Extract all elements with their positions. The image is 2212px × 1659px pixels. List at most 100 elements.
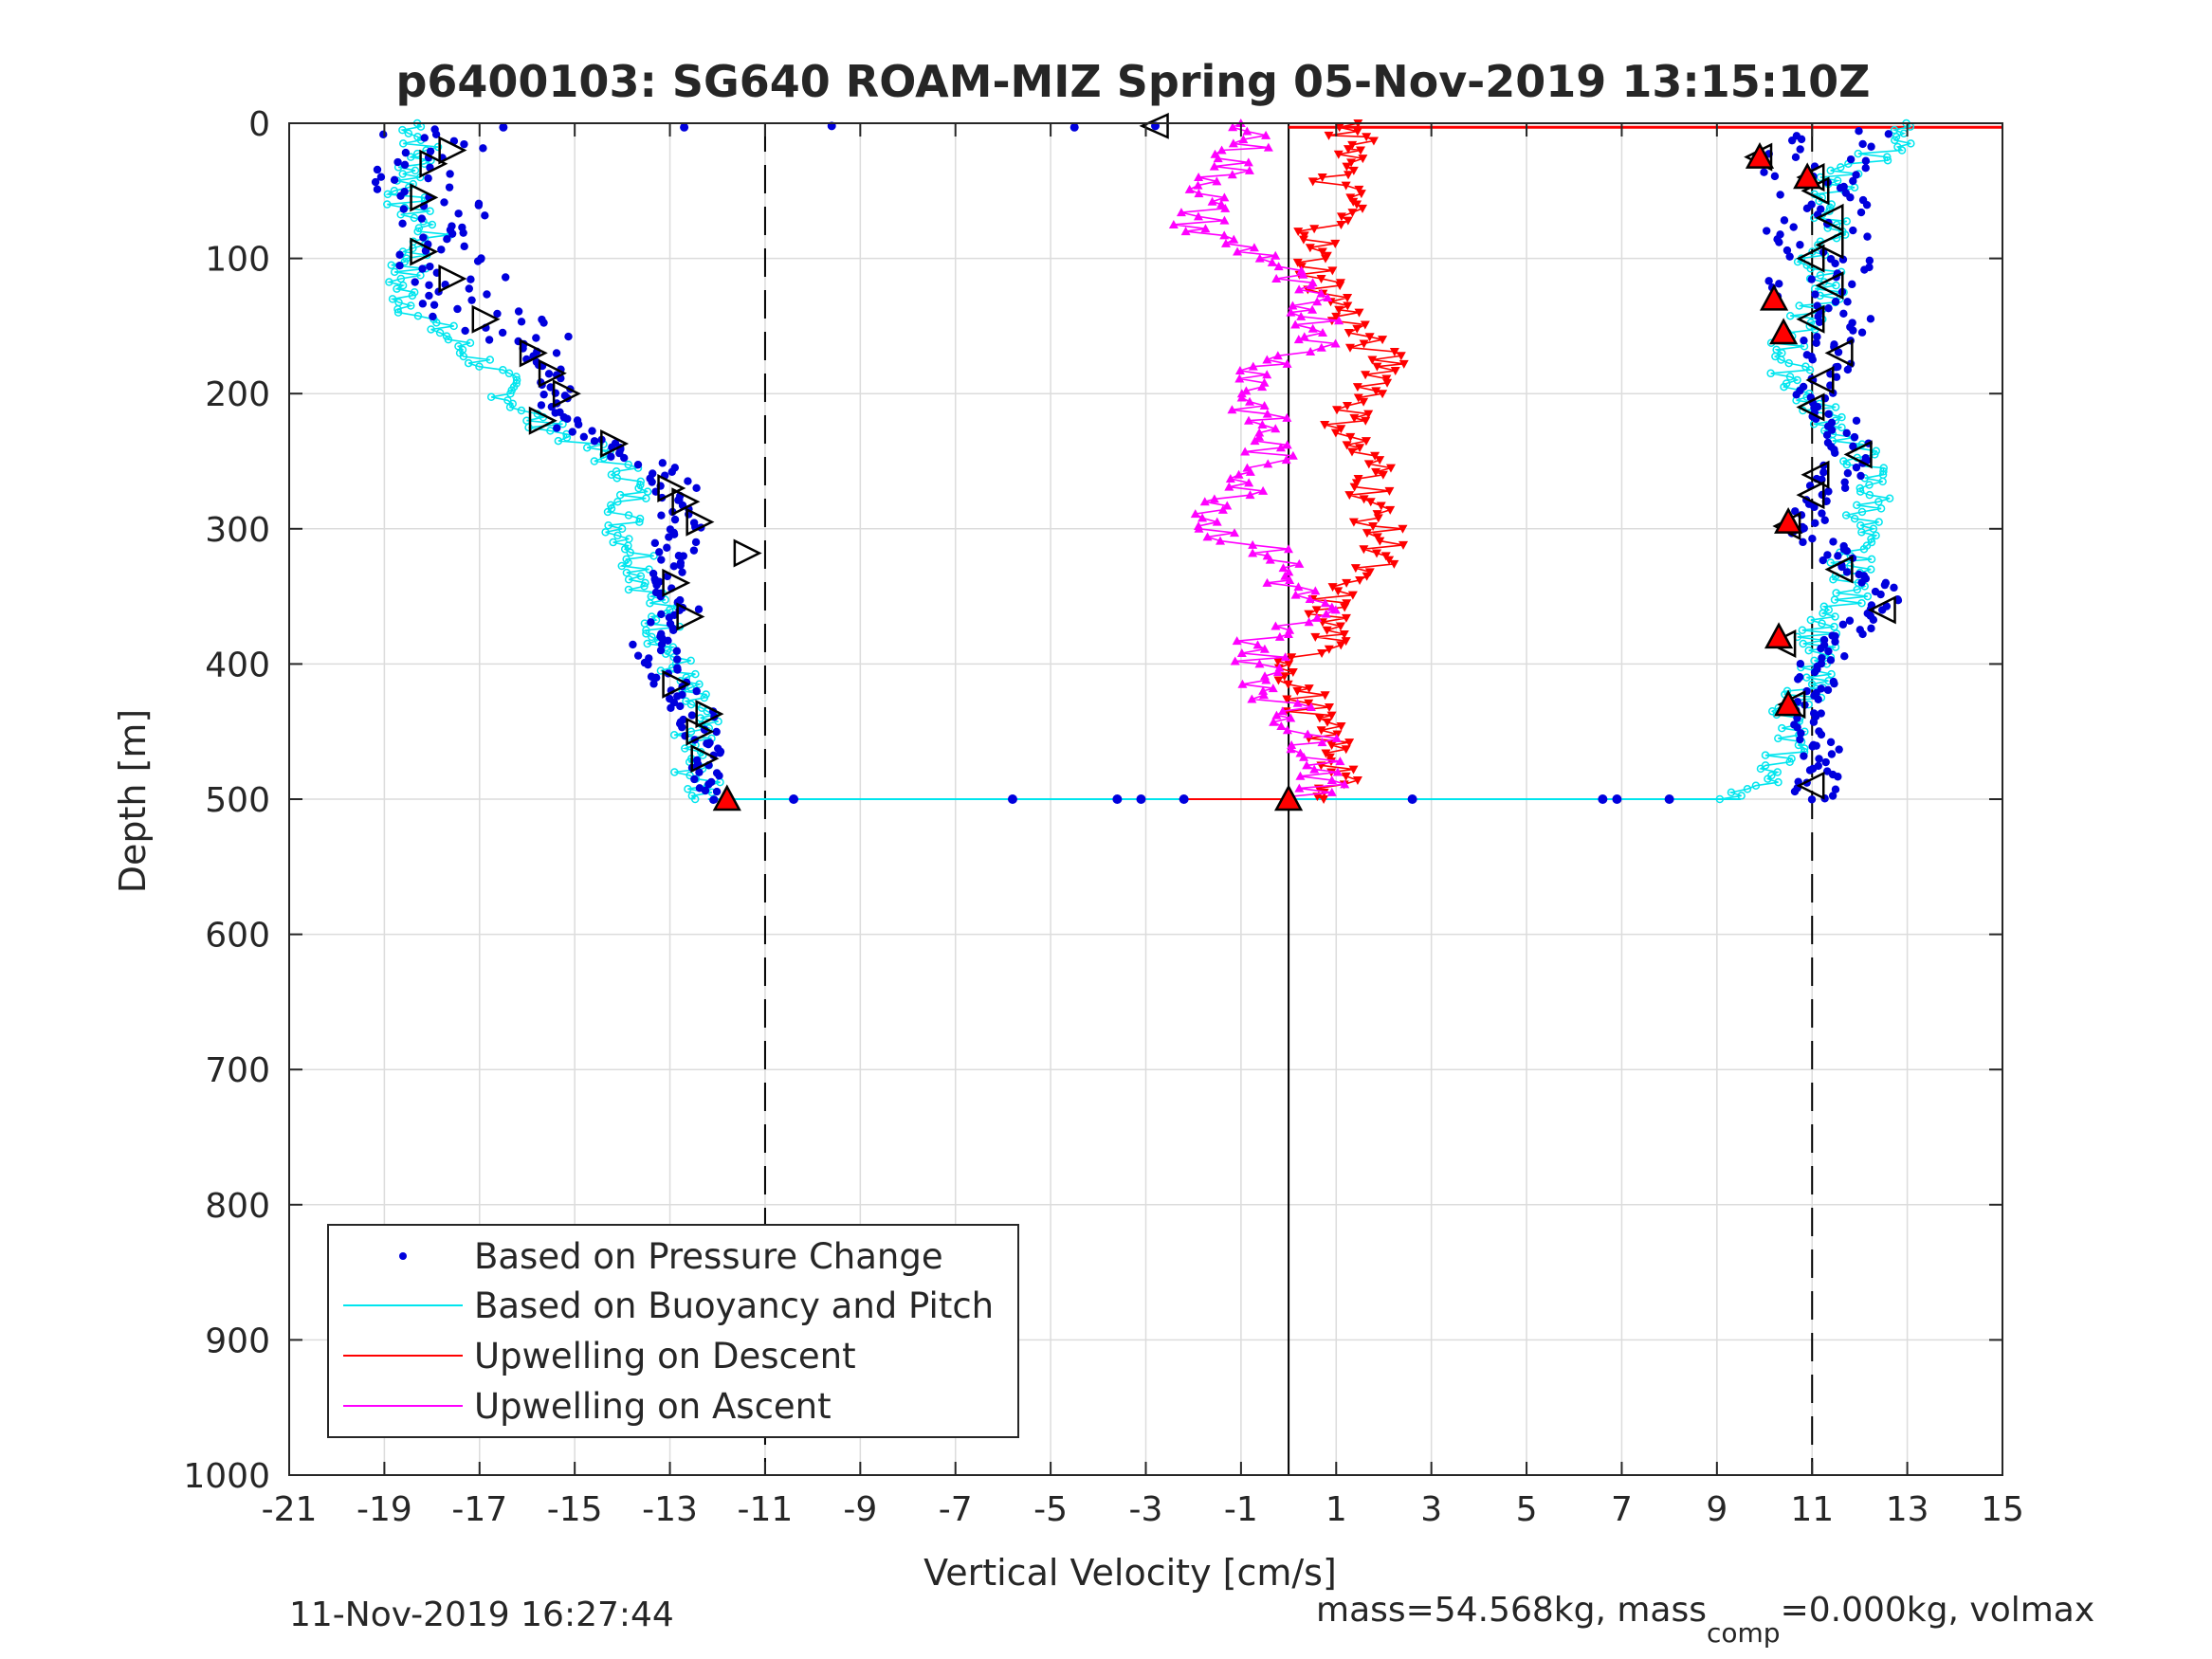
buoyancy-point	[393, 284, 401, 293]
buoyancy-point	[1865, 481, 1874, 489]
ascent-upwelling-marker	[1262, 355, 1272, 364]
bottom-pressure-point	[789, 794, 799, 804]
pressure-point	[673, 665, 682, 674]
buoyancy-point	[410, 213, 419, 223]
buoyancy-point	[1907, 139, 1915, 148]
pressure-point	[1856, 208, 1866, 217]
descent-upwelling-marker	[1334, 305, 1344, 315]
buoyancy-point	[612, 474, 622, 483]
pressure-point	[498, 328, 507, 337]
descent-upwelling-marker	[1389, 347, 1399, 356]
descent-upwelling-marker	[1324, 645, 1334, 654]
pressure-point	[1831, 785, 1840, 793]
pressure-point	[1852, 463, 1861, 472]
buoyancy-point	[1777, 356, 1785, 364]
pressure-point	[1834, 552, 1842, 560]
buoyancy-point	[1751, 781, 1761, 790]
pressure-point	[1840, 483, 1850, 492]
pressure-point	[1849, 326, 1857, 335]
pressure-point	[1791, 153, 1801, 162]
ascent-upwelling-marker	[1245, 466, 1255, 476]
x-tick-label: -7	[939, 1490, 973, 1529]
buoyancy-point	[691, 669, 700, 679]
ascent-upwelling-marker	[1230, 528, 1240, 538]
pressure-point	[1808, 535, 1817, 543]
pressure-point	[373, 185, 382, 193]
pressure-point	[716, 749, 724, 757]
pressure-point	[479, 144, 487, 153]
pressure-point	[1780, 216, 1789, 225]
legend: Based on Pressure Change Based on Buoyan…	[327, 1224, 1019, 1438]
ascent-upwelling-marker	[1230, 656, 1240, 665]
pressure-point	[1836, 184, 1845, 192]
pressure-point	[695, 768, 704, 776]
pressure-point	[1878, 606, 1887, 614]
pressure-point	[445, 183, 454, 191]
ascent-upwelling-marker	[1244, 165, 1254, 174]
descent-upwelling-marker	[1356, 146, 1366, 155]
buoyancy-point	[1837, 423, 1846, 432]
descent-open-triangle-marker	[686, 717, 715, 746]
buoyancy-point	[1819, 609, 1827, 618]
surface-triangle-marker	[1139, 112, 1169, 139]
ascent-upwelling-marker	[1227, 405, 1237, 414]
ascent-upwelling-marker	[1293, 335, 1304, 344]
pressure-point	[544, 370, 554, 378]
pressure-point	[652, 581, 661, 590]
ascent-open-triangle-marker	[1824, 555, 1854, 584]
ascent-upwelling-marker	[1249, 243, 1259, 252]
descent-upwelling-marker	[1316, 274, 1326, 283]
ascent-upwelling-marker	[1277, 706, 1288, 716]
ascent-upwelling-marker	[1224, 482, 1234, 491]
ascent-upwelling-marker	[1190, 509, 1200, 519]
descent-upwelling-marker	[1354, 308, 1364, 318]
red-triangle-marker	[712, 784, 741, 811]
descent-upwelling-marker	[1288, 667, 1298, 677]
buoyancy-point	[1874, 498, 1883, 506]
pressure-point	[712, 787, 722, 796]
pressure-point	[418, 264, 427, 273]
ascent-upwelling-marker	[1257, 419, 1268, 428]
pressure-point	[694, 605, 704, 613]
ascent-upwelling-marker	[1321, 609, 1331, 618]
footer-timestamp: 11-Nov-2019 16:27:44	[289, 1595, 674, 1634]
buoyancy-point	[606, 501, 615, 510]
descent-upwelling-marker	[1344, 171, 1354, 180]
pressure-point	[1796, 145, 1804, 154]
ascent-upwelling-marker	[1326, 775, 1337, 785]
descent-upwelling-marker	[1398, 540, 1409, 550]
buoyancy-point	[1883, 153, 1892, 161]
buoyancy-point	[1727, 788, 1736, 797]
descent-upwelling-marker	[1336, 721, 1346, 731]
buoyancy-point	[1785, 757, 1794, 767]
buoyancy-point	[1824, 606, 1834, 614]
pressure-point	[371, 177, 380, 187]
buoyancy-point	[1883, 155, 1892, 165]
buoyancy-point	[642, 494, 650, 502]
buoyancy-point	[459, 352, 468, 361]
ascent-upwelling-marker	[1281, 455, 1291, 465]
ascent-upwelling-marker	[1244, 478, 1254, 487]
descent-open-triangle-marker	[662, 568, 691, 597]
descent-upwelling-marker	[1321, 254, 1331, 264]
pressure-point	[1867, 624, 1875, 633]
buoyancy-point	[1879, 466, 1888, 476]
pressure-point	[665, 533, 673, 541]
ascent-upwelling-marker	[1258, 485, 1269, 495]
x-tick-label: -11	[738, 1490, 794, 1529]
ascent-upwelling-marker	[1316, 288, 1326, 298]
descent-upwelling-marker	[1345, 432, 1356, 442]
descent-upwelling-marker	[1320, 691, 1330, 701]
descent-upwelling-marker	[1336, 220, 1346, 229]
buoyancy-point	[407, 153, 415, 161]
ascent-open-triangle-marker	[1796, 481, 1825, 510]
descent-open-triangle-marker	[662, 669, 691, 699]
ascent-upwelling-marker	[1283, 629, 1293, 639]
pressure-point	[431, 130, 441, 139]
buoyancy-point	[1865, 490, 1874, 500]
pressure-point	[1831, 298, 1840, 306]
buoyancy-point	[1833, 176, 1842, 185]
pressure-point	[1827, 426, 1837, 434]
pressure-point	[1793, 723, 1801, 732]
descent-upwelling-marker	[1341, 745, 1351, 755]
